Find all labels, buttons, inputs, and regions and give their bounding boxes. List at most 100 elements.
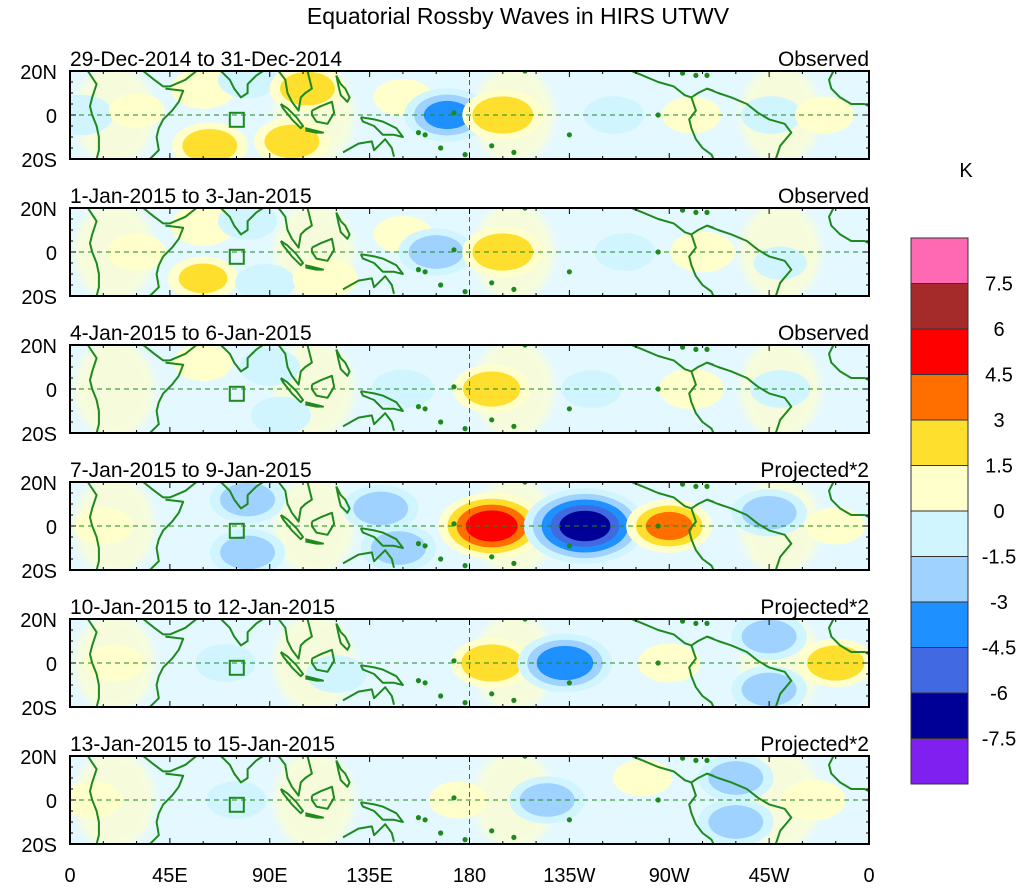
anomaly-contour (371, 531, 426, 565)
coastline (359, 527, 404, 549)
coastline (706, 498, 793, 570)
coastline (688, 371, 715, 433)
coastline (220, 345, 264, 373)
island (679, 208, 686, 213)
coastline (706, 87, 793, 159)
coastline (279, 514, 304, 541)
island (566, 269, 572, 275)
coastline (335, 211, 351, 240)
panel-kind-label: Observed (778, 322, 869, 345)
coastlines (86, 619, 869, 707)
anomaly-contour (638, 643, 701, 683)
island (693, 483, 699, 489)
anomaly-contour (173, 345, 233, 382)
coastline (688, 97, 715, 159)
island (489, 143, 495, 149)
panel-6: 20N 0 20S 13-Jan-2015 to 15-Jan-2015 Project… (20, 733, 870, 857)
island (679, 756, 686, 761)
anomaly-contour (353, 491, 409, 526)
coastline (335, 622, 351, 651)
coastline (149, 772, 185, 844)
colorbar-unit-label: K (959, 160, 973, 182)
island (415, 815, 422, 821)
x-tick-label: 90W (649, 865, 690, 887)
island (566, 132, 572, 138)
coastline (305, 264, 324, 271)
island (415, 541, 422, 547)
anomaly-contour (741, 495, 797, 530)
island (511, 560, 517, 567)
panel-date-range: 1-Jan-2015 to 3-Jan-2015 (70, 185, 312, 208)
island (451, 247, 457, 253)
island (704, 620, 710, 627)
coastline (828, 619, 869, 656)
coastline (828, 756, 869, 793)
colorbar-swatch (910, 419, 969, 466)
island (489, 417, 495, 423)
coastline (149, 87, 185, 159)
anomaly-contour (423, 100, 471, 130)
panel-kind-label: Projected*2 (760, 459, 869, 482)
anomaly-contour (235, 263, 296, 296)
island (462, 426, 468, 432)
colorbar-level-label: -1.5 (982, 547, 1016, 569)
coastline (142, 482, 198, 499)
island (704, 483, 710, 489)
y-tick-label: 20S (21, 287, 57, 309)
panel-date-range: 10-Jan-2015 to 12-Jan-2015 (70, 596, 335, 619)
coastline (220, 208, 264, 236)
coastline (305, 538, 324, 545)
island (422, 269, 428, 275)
panel-date-range: 7-Jan-2015 to 9-Jan-2015 (70, 459, 312, 482)
y-tick-label: 20N (20, 473, 57, 495)
anomaly-contour (408, 235, 464, 269)
chart-title: Equatorial Rossby Waves in HIRS UTWV (307, 3, 730, 29)
x-tick-label: 135W (543, 865, 595, 887)
coastline (359, 390, 404, 412)
coastline (631, 345, 714, 373)
island (451, 521, 457, 527)
x-tick-label: 0 (863, 865, 874, 887)
colorbar-level-label: 1.5 (985, 456, 1013, 478)
colorbar: K 7.5 6 4.5 3 1.5 0 -1.5 -3 -4.5 -6 -7.5 (910, 160, 1016, 785)
panel-3: 20N 0 20S 4-Jan-2015 to 6-Jan-2015 Observed (20, 322, 870, 446)
island (451, 795, 457, 801)
colorbar-swatch (910, 283, 969, 330)
panel-date-range: 13-Jan-2015 to 15-Jan-2015 (70, 733, 335, 756)
panel-kind-label: Observed (778, 48, 869, 71)
island (415, 678, 422, 684)
coastline (706, 635, 793, 707)
anomaly-contour (708, 805, 764, 839)
coastline (277, 71, 313, 112)
island (489, 828, 495, 834)
panels-group: 20N 0 20S 29-Dec-2014 to 31-Dec-2014 Observe… (20, 48, 870, 857)
coastline (688, 645, 715, 707)
coastline (220, 756, 264, 784)
colorbar-swatch (910, 738, 969, 785)
island (511, 149, 517, 155)
coastline (142, 345, 198, 362)
y-tick-label: 0 (46, 791, 57, 813)
coastline (688, 508, 715, 570)
coastline (310, 374, 336, 399)
island (462, 563, 468, 569)
island (511, 286, 517, 292)
island (489, 691, 495, 697)
island (422, 680, 428, 686)
y-tick-label: 20N (20, 747, 57, 769)
coastline (305, 675, 324, 682)
colorbar-swatch (910, 374, 969, 421)
colorbar-level-label: 4.5 (985, 365, 1013, 387)
colorbar-swatch (910, 601, 969, 648)
coastline (279, 651, 304, 678)
coastline (305, 401, 324, 408)
coastline (706, 361, 793, 433)
island (511, 423, 517, 429)
y-tick-label: 0 (46, 243, 57, 265)
x-tick-label: 135E (346, 865, 393, 887)
panel-2: 20N 0 20S 1-Jan-2015 to 3-Jan-2015 Observed (20, 185, 870, 309)
panel-kind-label: Observed (778, 185, 869, 208)
coastline (631, 756, 714, 784)
coastline (277, 619, 313, 660)
